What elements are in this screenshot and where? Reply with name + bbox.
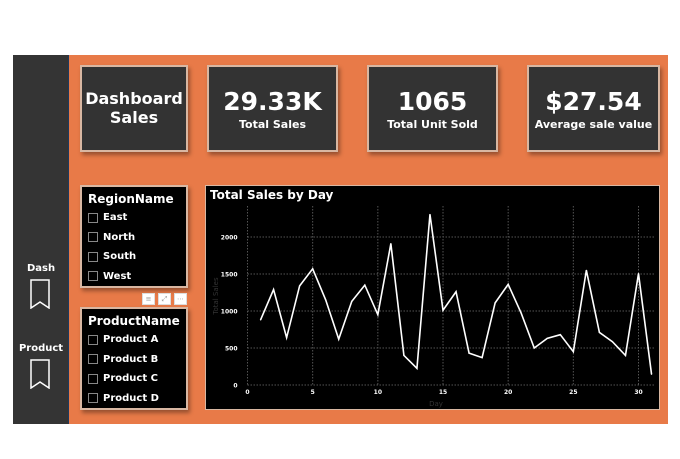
y-tick-label: 2000: [221, 235, 238, 242]
x-tick-label: 25: [569, 389, 577, 396]
slicer-title: RegionName: [88, 192, 174, 206]
data-point: [286, 337, 288, 339]
title-card: Dashboard Sales: [80, 65, 188, 152]
data-point: [299, 285, 301, 287]
kpi-total-sales: 29.33K Total Sales: [207, 65, 338, 152]
kpi-value: 29.33K: [223, 87, 322, 116]
slicer-title: ProductName: [88, 314, 180, 328]
checkbox[interactable]: [88, 334, 98, 345]
slicer-option-product-b[interactable]: Product B: [82, 350, 186, 370]
data-point: [390, 243, 392, 245]
option-label: Product B: [103, 353, 159, 365]
option-label: Product C: [103, 373, 158, 385]
data-point: [442, 309, 444, 311]
kpi-label: Total Sales: [238, 118, 306, 131]
sales-series-line: [259, 214, 653, 375]
title-line2: Sales: [109, 108, 159, 127]
kpi-label: Total Unit Sold: [387, 118, 478, 131]
data-point: [338, 338, 340, 340]
y-axis-label: Total Sales: [212, 277, 220, 316]
data-point: [650, 373, 653, 375]
y-tick-label: 0: [233, 383, 237, 390]
chart-svg: Total Sales by Day Day Total Sales 0 500 1…: [210, 188, 654, 408]
slicer-option-product-c[interactable]: Product C: [82, 369, 186, 389]
slicer-option-south[interactable]: South: [82, 247, 186, 267]
checkbox[interactable]: [88, 393, 98, 404]
option-label: East: [103, 212, 128, 224]
slicer-option-east[interactable]: East: [82, 208, 186, 228]
region-slicer: RegionName East North South West: [80, 185, 188, 288]
y-tick-label: 500: [225, 346, 238, 353]
option-label: West: [103, 270, 132, 282]
data-point: [403, 354, 405, 356]
x-tick-label: 15: [439, 389, 447, 396]
kpi-total-units: 1065 Total Unit Sold: [367, 65, 498, 152]
data-point: [494, 302, 496, 304]
data-point: [624, 354, 627, 356]
bookmark-icon[interactable]: [30, 359, 50, 389]
nav-product-label[interactable]: Product: [18, 343, 64, 354]
checkbox[interactable]: [88, 354, 98, 365]
x-tick-label: 0: [245, 389, 249, 396]
checkbox[interactable]: [88, 212, 98, 223]
data-point: [598, 331, 600, 334]
data-point: [520, 312, 522, 314]
x-tick-label: 20: [504, 389, 512, 396]
data-point: [611, 341, 614, 343]
kpi-average-sale: $27.54 Average sale value: [527, 65, 660, 152]
sidebar: Dash Product: [13, 55, 69, 424]
slicer-option-product-a[interactable]: Product A: [82, 330, 186, 350]
option-label: Product A: [103, 334, 159, 346]
data-point: [377, 314, 379, 316]
more-options-icon[interactable]: ⋯: [174, 293, 187, 305]
data-point: [312, 268, 314, 270]
filter-icon[interactable]: ≡: [142, 293, 155, 305]
sales-line-chart[interactable]: Total Sales by Day Day Total Sales 0 500 1…: [205, 185, 660, 410]
slicer-option-north[interactable]: North: [82, 228, 186, 248]
checkbox[interactable]: [88, 373, 98, 384]
focus-mode-icon[interactable]: ⤢: [158, 293, 171, 305]
data-point: [325, 299, 327, 301]
title-line1: Dashboard: [85, 89, 183, 108]
checkbox[interactable]: [88, 271, 98, 282]
data-point: [546, 337, 548, 339]
y-tick-label: 1500: [221, 272, 238, 279]
x-tick-label: 5: [311, 389, 315, 396]
data-point: [585, 269, 587, 271]
data-point: [481, 357, 483, 359]
nav-dash-label[interactable]: Dash: [26, 263, 56, 274]
chart-title: Total Sales by Day: [210, 188, 334, 202]
data-point: [559, 334, 561, 336]
option-label: North: [103, 231, 136, 243]
checkbox[interactable]: [88, 232, 98, 243]
kpi-value: $27.54: [545, 87, 642, 116]
data-point: [272, 288, 275, 291]
data-point: [533, 347, 535, 349]
data-point: [351, 300, 353, 302]
x-axis-label: Day: [429, 400, 443, 408]
kpi-value: 1065: [397, 87, 468, 116]
data-point: [416, 367, 418, 369]
x-tick-label: 10: [374, 389, 382, 396]
product-slicer: ProductName Product A Product B Product …: [80, 307, 188, 410]
data-point: [364, 284, 366, 286]
checkbox[interactable]: [88, 251, 98, 262]
option-label: Product D: [103, 392, 159, 404]
bookmark-icon[interactable]: [30, 279, 50, 309]
slicer-option-product-d[interactable]: Product D: [82, 389, 186, 409]
data-point: [637, 273, 640, 275]
data-point: [455, 291, 457, 293]
data-point: [572, 351, 574, 353]
data-point: [429, 213, 431, 216]
y-tick-label: 1000: [221, 309, 238, 316]
data-point: [507, 283, 509, 285]
x-tick-label: 30: [634, 389, 642, 396]
kpi-label: Average sale value: [534, 118, 653, 131]
data-point: [259, 319, 262, 321]
data-point: [468, 352, 470, 354]
option-label: South: [103, 251, 137, 263]
slicer-option-west[interactable]: West: [82, 267, 186, 287]
